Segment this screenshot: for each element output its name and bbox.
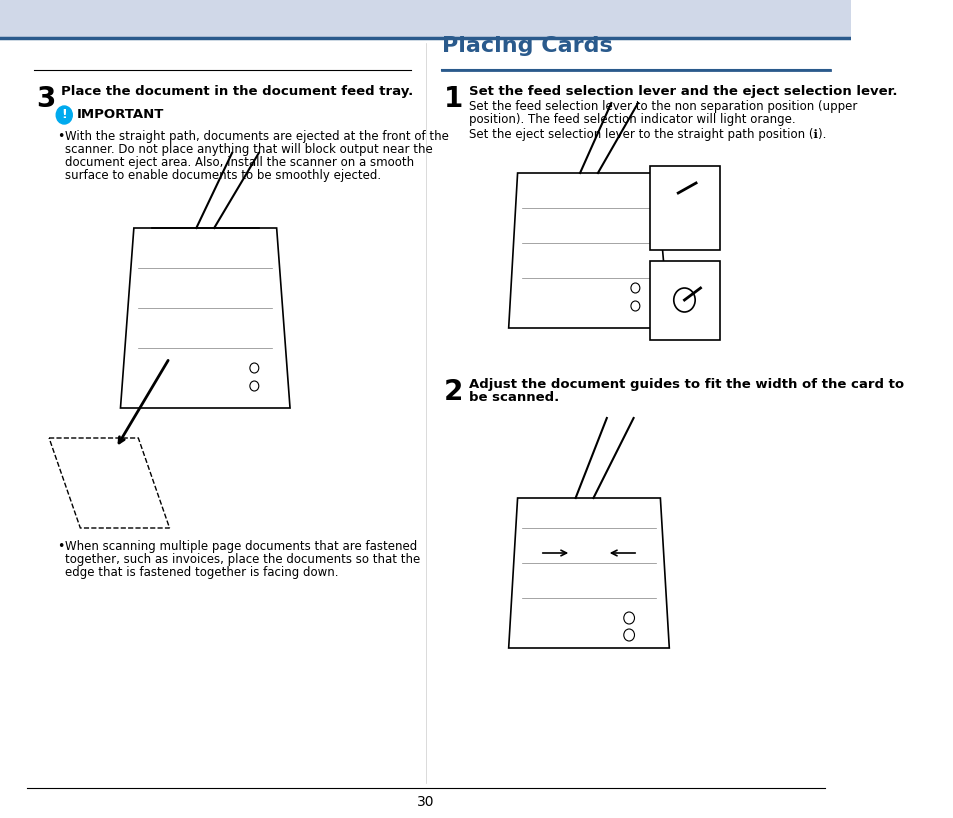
Text: 1: 1 bbox=[443, 85, 462, 113]
Bar bbox=[0, 0, 850, 38]
Text: document eject area. Also, install the scanner on a smooth: document eject area. Also, install the s… bbox=[65, 156, 414, 169]
Text: scanner. Do not place anything that will block output near the: scanner. Do not place anything that will… bbox=[65, 143, 433, 156]
Text: 2: 2 bbox=[443, 378, 462, 406]
Text: surface to enable documents to be smoothly ejected.: surface to enable documents to be smooth… bbox=[65, 169, 381, 182]
Text: With the straight path, documents are ejected at the front of the: With the straight path, documents are ej… bbox=[65, 130, 449, 143]
Circle shape bbox=[56, 106, 72, 124]
FancyBboxPatch shape bbox=[649, 166, 720, 250]
FancyBboxPatch shape bbox=[649, 261, 720, 340]
Text: When scanning multiple page documents that are fastened: When scanning multiple page documents th… bbox=[65, 540, 417, 553]
Text: Placing Cards: Placing Cards bbox=[441, 36, 612, 56]
Text: edge that is fastened together is facing down.: edge that is fastened together is facing… bbox=[65, 566, 338, 579]
Text: Adjust the document guides to fit the width of the card to: Adjust the document guides to fit the wi… bbox=[468, 378, 902, 391]
Text: 3: 3 bbox=[35, 85, 55, 113]
Text: Set the feed selection lever to the non separation position (upper: Set the feed selection lever to the non … bbox=[468, 100, 856, 113]
Text: •: • bbox=[57, 130, 65, 143]
Text: Set the eject selection lever to the straight path position (ℹ).: Set the eject selection lever to the str… bbox=[468, 128, 825, 141]
Text: position). The feed selection indicator will light orange.: position). The feed selection indicator … bbox=[468, 113, 794, 126]
Text: IMPORTANT: IMPORTANT bbox=[76, 109, 164, 122]
Text: •: • bbox=[57, 540, 65, 553]
Text: Place the document in the document feed tray.: Place the document in the document feed … bbox=[61, 85, 413, 98]
Text: together, such as invoices, place the documents so that the: together, such as invoices, place the do… bbox=[65, 553, 420, 566]
Text: !: ! bbox=[61, 109, 67, 122]
Text: Set the feed selection lever and the eject selection lever.: Set the feed selection lever and the eje… bbox=[468, 85, 896, 98]
Text: 30: 30 bbox=[416, 795, 434, 809]
Text: be scanned.: be scanned. bbox=[468, 391, 558, 404]
